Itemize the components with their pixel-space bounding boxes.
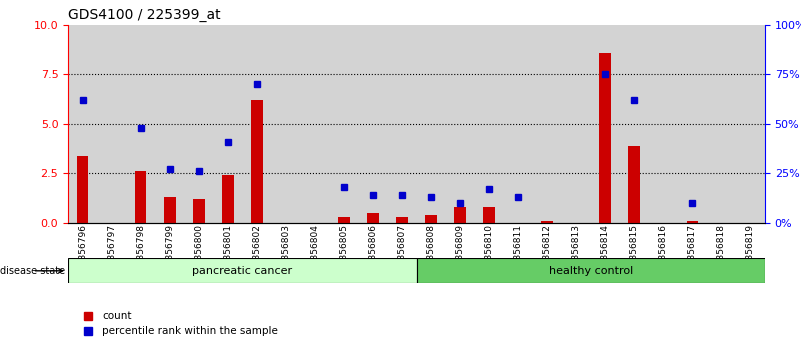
Bar [242, 25, 272, 223]
Bar [736, 25, 765, 223]
Text: disease state: disease state [0, 266, 65, 276]
Bar [417, 25, 445, 223]
Bar [251, 100, 263, 223]
Bar [164, 197, 175, 223]
Bar [678, 25, 706, 223]
Bar [359, 25, 388, 223]
Bar [396, 217, 408, 223]
Bar [68, 258, 417, 283]
Bar [445, 25, 474, 223]
Bar [649, 25, 678, 223]
Bar [483, 207, 495, 223]
Bar [388, 25, 417, 223]
Bar [417, 258, 765, 283]
Bar [155, 25, 184, 223]
Bar [425, 215, 437, 223]
Bar [184, 25, 213, 223]
Bar [599, 52, 611, 223]
Bar [135, 171, 147, 223]
Bar [329, 25, 359, 223]
Bar [686, 221, 698, 223]
Bar [77, 156, 88, 223]
Bar [193, 199, 204, 223]
Bar [504, 25, 533, 223]
Bar [338, 217, 350, 223]
Bar [454, 207, 466, 223]
Text: GDS4100 / 225399_at: GDS4100 / 225399_at [68, 8, 221, 22]
Legend: count, percentile rank within the sample: count, percentile rank within the sample [74, 307, 283, 341]
Bar [272, 25, 300, 223]
Bar [533, 25, 562, 223]
Bar [620, 25, 649, 223]
Bar [222, 176, 234, 223]
Bar [541, 221, 553, 223]
Bar [562, 25, 590, 223]
Bar [590, 25, 620, 223]
Bar [97, 25, 127, 223]
Bar [213, 25, 242, 223]
Text: pancreatic cancer: pancreatic cancer [192, 266, 292, 276]
Bar [629, 146, 640, 223]
Bar [474, 25, 504, 223]
Text: healthy control: healthy control [549, 266, 633, 276]
Bar [367, 213, 379, 223]
Bar [300, 25, 329, 223]
Bar [127, 25, 155, 223]
Bar [68, 25, 97, 223]
Bar [706, 25, 736, 223]
